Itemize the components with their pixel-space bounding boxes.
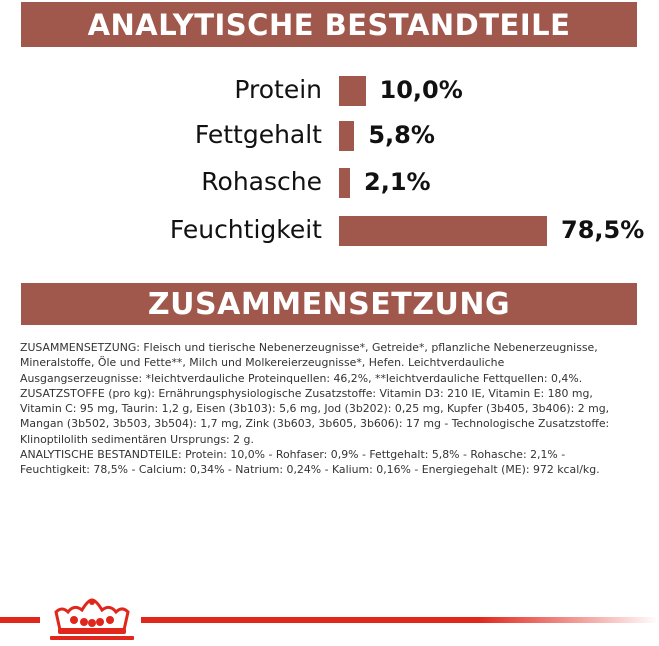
composition-title-banner: ZUSAMMENSETZUNG bbox=[21, 283, 637, 325]
analysis-row: Protein 10,0% bbox=[0, 73, 659, 107]
analysis-row: Rohasche 2,1% bbox=[0, 165, 659, 199]
composition-line: Vitamin C: 95 mg, Taurin: 1,2 g, Eisen (… bbox=[20, 402, 610, 416]
analysis-row-bar bbox=[339, 121, 355, 151]
brand-line bbox=[141, 617, 659, 623]
crown-icon bbox=[50, 598, 134, 640]
analysis-row-value: 78,5% bbox=[561, 216, 645, 244]
composition-text: ZUSAMMENSETZUNG: Fleisch und tierische N… bbox=[20, 340, 645, 478]
composition-line: ANALYTISCHE BESTANDTEILE: Protein: 10,0%… bbox=[20, 448, 566, 462]
analysis-row-label: Fettgehalt bbox=[194, 120, 322, 149]
analysis-row-label: Rohasche bbox=[201, 167, 322, 196]
analysis-row: Feuchtigkeit 78,5% bbox=[0, 213, 659, 247]
analysis-row-bar bbox=[339, 76, 366, 106]
analysis-row-value: 2,1% bbox=[364, 168, 431, 196]
analysis-row: Fettgehalt 5,8% bbox=[0, 118, 659, 152]
analysis-row-bar bbox=[339, 216, 548, 246]
composition-line: Mineralstoffe, Öle und Fette**, Milch un… bbox=[20, 356, 505, 370]
composition-line: ZUSATZSTOFFE (pro kg): Ernährungsphysiol… bbox=[20, 386, 593, 400]
analysis-row-bar bbox=[339, 168, 350, 198]
composition-line: Mangan (3b502, 3b503, 3b504): 1,7 mg, Zi… bbox=[20, 417, 610, 431]
analysis-title: ANALYTISCHE BESTANDTEILE bbox=[87, 8, 571, 42]
brand-line-left bbox=[0, 617, 40, 623]
analysis-row-value: 10,0% bbox=[379, 76, 463, 104]
composition-title: ZUSAMMENSETZUNG bbox=[147, 287, 511, 322]
composition-line: Feuchtigkeit: 78,5% - Calcium: 0,34% - N… bbox=[20, 463, 600, 477]
analysis-row-label: Protein bbox=[234, 75, 322, 104]
brand-logo bbox=[44, 598, 140, 646]
composition-line: Ausgangserzeugnisse: *leichtverdauliche … bbox=[20, 371, 583, 385]
analysis-title-banner: ANALYTISCHE BESTANDTEILE bbox=[21, 2, 637, 47]
composition-line: ZUSAMMENSETZUNG: Fleisch und tierische N… bbox=[20, 341, 598, 354]
composition-line: Klinoptilolith sedimentären Ursprungs: 2… bbox=[20, 432, 254, 446]
analysis-row-value: 5,8% bbox=[368, 121, 435, 149]
analysis-row-label: Feuchtigkeit bbox=[169, 215, 322, 244]
